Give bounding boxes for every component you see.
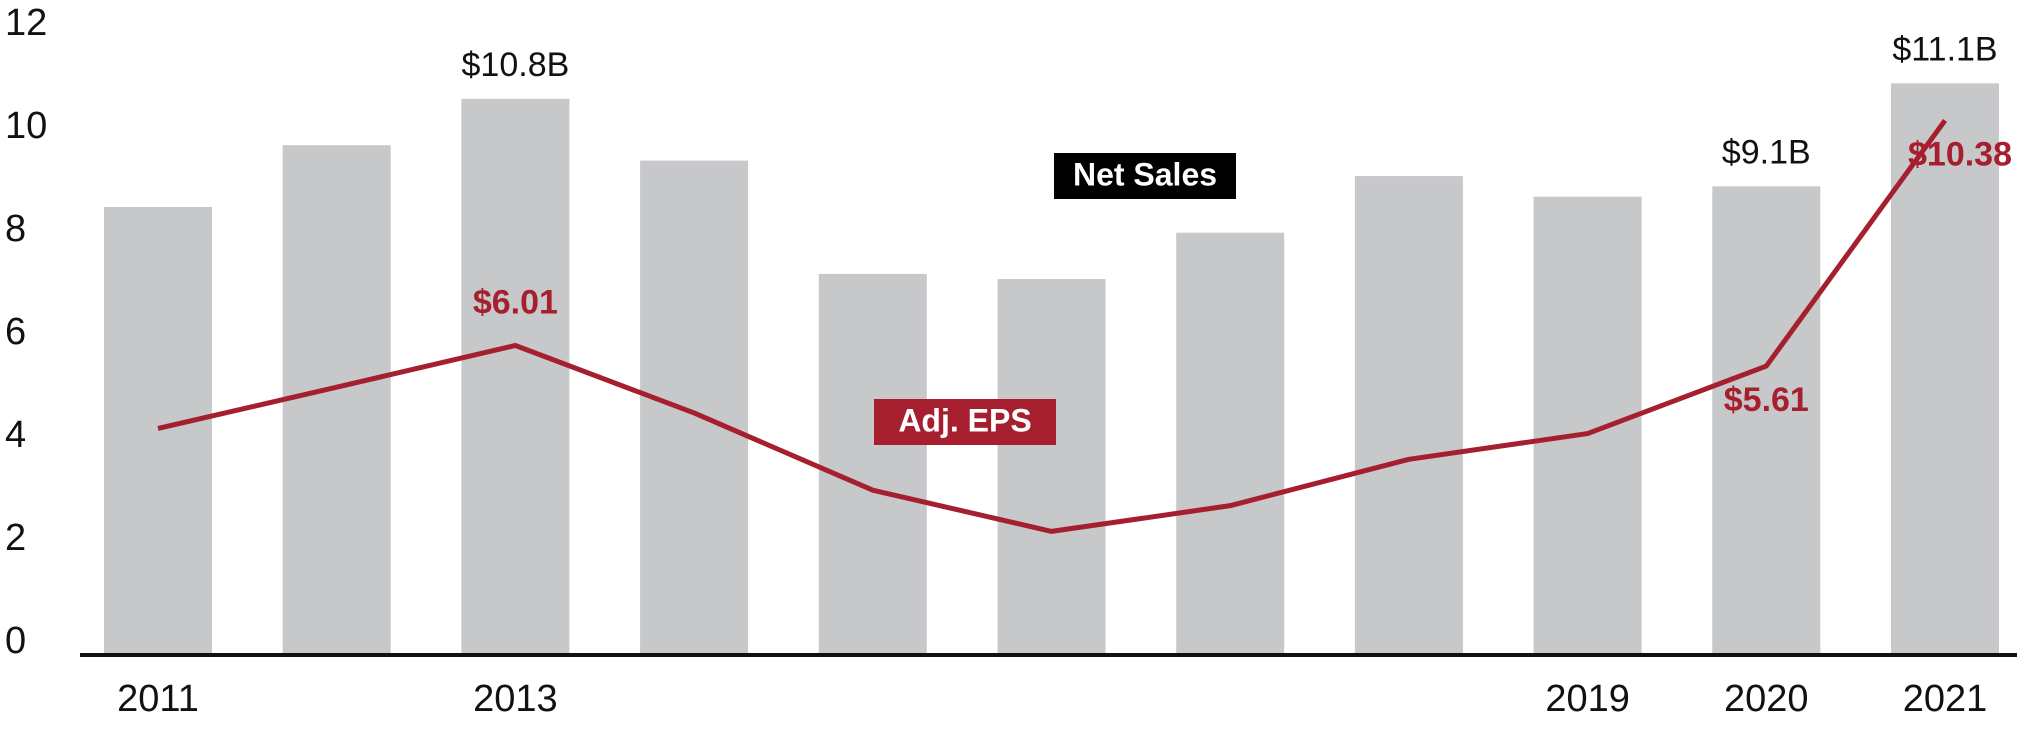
- bar: [461, 98, 570, 656]
- eps-value-label: $6.01: [473, 283, 558, 321]
- y-tick-label: 12: [5, 2, 47, 44]
- bar-value-label: $11.1B: [1892, 30, 1997, 68]
- bar-value-label: $10.8B: [462, 46, 570, 84]
- y-tick-label: 0: [5, 620, 26, 662]
- x-tick-label: 2013: [473, 678, 558, 720]
- bar: [1533, 196, 1642, 655]
- eps-value-label: $5.61: [1724, 381, 1809, 419]
- eps-value-label: $10.38: [1908, 135, 2012, 173]
- y-tick-label: 4: [5, 414, 26, 456]
- bar-value-label: $9.1B: [1722, 133, 1811, 171]
- y-tick-label: 10: [5, 105, 47, 147]
- line: [157, 118, 1948, 534]
- series-label-box: [874, 399, 1056, 445]
- y-tick-label: 2: [5, 517, 26, 559]
- bar: [1891, 83, 1999, 656]
- series-label-box: [1054, 153, 1236, 199]
- bar: [1176, 232, 1285, 655]
- x-tick-label: 2011: [117, 678, 199, 720]
- bar: [1712, 186, 1821, 655]
- bar: [104, 206, 212, 655]
- series-label: Adj. EPS: [898, 402, 1031, 438]
- bar: [1354, 176, 1463, 656]
- series-label: Net Sales: [1073, 156, 1217, 192]
- x-tick-label: 2021: [1903, 678, 1988, 720]
- x-tick-label: 2019: [1545, 678, 1630, 720]
- x-tick-label: 2020: [1724, 678, 1809, 720]
- y-tick-label: 8: [5, 208, 26, 250]
- y-tick-label: 6: [5, 311, 26, 353]
- bar: [818, 273, 927, 655]
- bar: [640, 160, 749, 655]
- bar: [997, 279, 1106, 655]
- bar: [282, 145, 391, 655]
